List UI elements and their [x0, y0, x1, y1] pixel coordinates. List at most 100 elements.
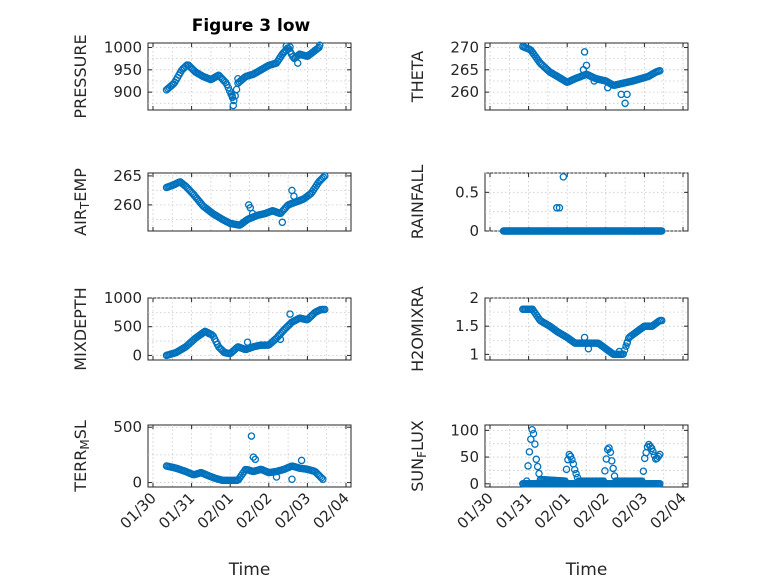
- y-tick-label: 900: [113, 83, 142, 101]
- y-axis-label: SUNFLUX: [408, 420, 429, 492]
- data-point: [529, 429, 538, 438]
- data-point: [658, 316, 666, 325]
- data-point: [615, 347, 624, 356]
- x-tick-label: 01/31: [155, 489, 198, 532]
- x-tick-label: 02/04: [310, 489, 353, 532]
- data-point: [317, 474, 326, 482]
- data-points: [519, 425, 664, 488]
- data-point: [248, 209, 257, 218]
- y-tick-label: 1.5: [455, 317, 479, 335]
- data-point: [319, 475, 327, 483]
- data-point: [286, 43, 294, 51]
- data-points: [499, 173, 666, 235]
- data-point: [606, 448, 615, 457]
- data-point: [282, 42, 290, 50]
- x-tick-label: 02/01: [531, 489, 574, 532]
- y-axis-label: THETA: [408, 51, 427, 103]
- data-point: [555, 204, 564, 212]
- data-point: [533, 462, 542, 471]
- data-point: [288, 475, 296, 483]
- subplot-mixdepth: 0 500 1000 MIXDEPTH: [71, 287, 352, 371]
- data-points: [519, 42, 664, 108]
- data-points: [162, 432, 327, 485]
- y-tick-label: 0: [132, 346, 142, 364]
- data-point: [568, 455, 576, 464]
- data-point: [599, 477, 608, 485]
- data-points: [162, 41, 324, 110]
- data-point: [608, 457, 616, 465]
- data-point: [656, 480, 664, 488]
- data-point: [638, 477, 646, 485]
- x-tick-label: 01/31: [492, 489, 535, 532]
- data-point: [570, 465, 579, 474]
- x-axis-label: Time: [228, 560, 271, 580]
- y-tick-label: 260: [113, 196, 142, 214]
- subplot-air-temp: 260 265 AIRTEMP: [71, 167, 352, 236]
- y-axis-label: AIRTEMP: [71, 168, 92, 236]
- y-tick-label: 500: [113, 418, 142, 436]
- data-point: [234, 74, 242, 83]
- data-point: [553, 204, 561, 212]
- data-points: [162, 172, 329, 229]
- data-point: [286, 310, 294, 318]
- data-point: [562, 465, 571, 474]
- y-tick-label: 1: [469, 345, 479, 363]
- data-point: [272, 473, 281, 481]
- data-point: [276, 335, 285, 344]
- data-point: [654, 452, 663, 461]
- data-point: [228, 91, 236, 100]
- y-tick-label: 500: [113, 318, 142, 336]
- y-tick-label: 1000: [104, 289, 142, 307]
- data-point: [656, 66, 664, 75]
- data-point: [293, 59, 302, 67]
- x-tick-label: 02/02: [232, 489, 275, 532]
- y-tick-label: 950: [113, 61, 142, 79]
- data-point: [559, 173, 568, 181]
- y-tick-label: 2: [469, 289, 479, 307]
- data-point: [229, 101, 238, 110]
- data-point: [524, 462, 532, 470]
- y-tick-label: 50: [460, 448, 479, 466]
- data-point: [656, 450, 664, 459]
- x-tick-label: 01/30: [454, 489, 497, 532]
- data-point: [249, 453, 258, 461]
- y-axis-label: MIXDEPTH: [71, 287, 90, 370]
- x-tick-label: 02/01: [194, 489, 237, 532]
- y-axis-label: RAINFALL: [408, 165, 427, 240]
- data-point: [251, 455, 260, 464]
- data-point: [247, 432, 256, 440]
- y-tick-label: 0: [469, 475, 479, 493]
- data-point: [590, 77, 598, 85]
- x-tick-label: 01/30: [117, 489, 160, 532]
- y-tick-label: 100: [450, 421, 479, 439]
- data-point: [623, 90, 631, 99]
- data-point: [525, 448, 534, 456]
- data-point: [561, 477, 569, 485]
- y-axis-label: TERRMSL: [71, 420, 92, 493]
- subplot-theta: 260 265 270 THETA: [408, 38, 689, 111]
- data-point: [603, 83, 612, 92]
- data-point: [288, 186, 296, 195]
- figure-title: Figure 3 low: [192, 16, 311, 36]
- x-axis-label: Time: [565, 560, 608, 580]
- x-tick-label: 02/02: [569, 489, 612, 532]
- y-tick-label: 0: [132, 474, 142, 492]
- y-axis-label: PRESSURE: [71, 34, 90, 118]
- data-point: [243, 338, 252, 346]
- data-point: [528, 425, 536, 434]
- data-point: [609, 464, 617, 473]
- data-point: [232, 344, 241, 352]
- data-point: [658, 227, 666, 235]
- x-tick-label: 02/04: [647, 489, 690, 532]
- data-points: [162, 305, 329, 360]
- subplot-rainfall: 0 0.5 RAINFALL: [408, 165, 689, 240]
- subplot-pressure: 900 950 1000 PRESSURE: [71, 34, 352, 119]
- data-point: [297, 456, 306, 465]
- y-tick-label: 1000: [104, 38, 142, 56]
- data-point: [623, 339, 631, 347]
- data-point: [639, 467, 648, 475]
- data-point: [531, 440, 539, 448]
